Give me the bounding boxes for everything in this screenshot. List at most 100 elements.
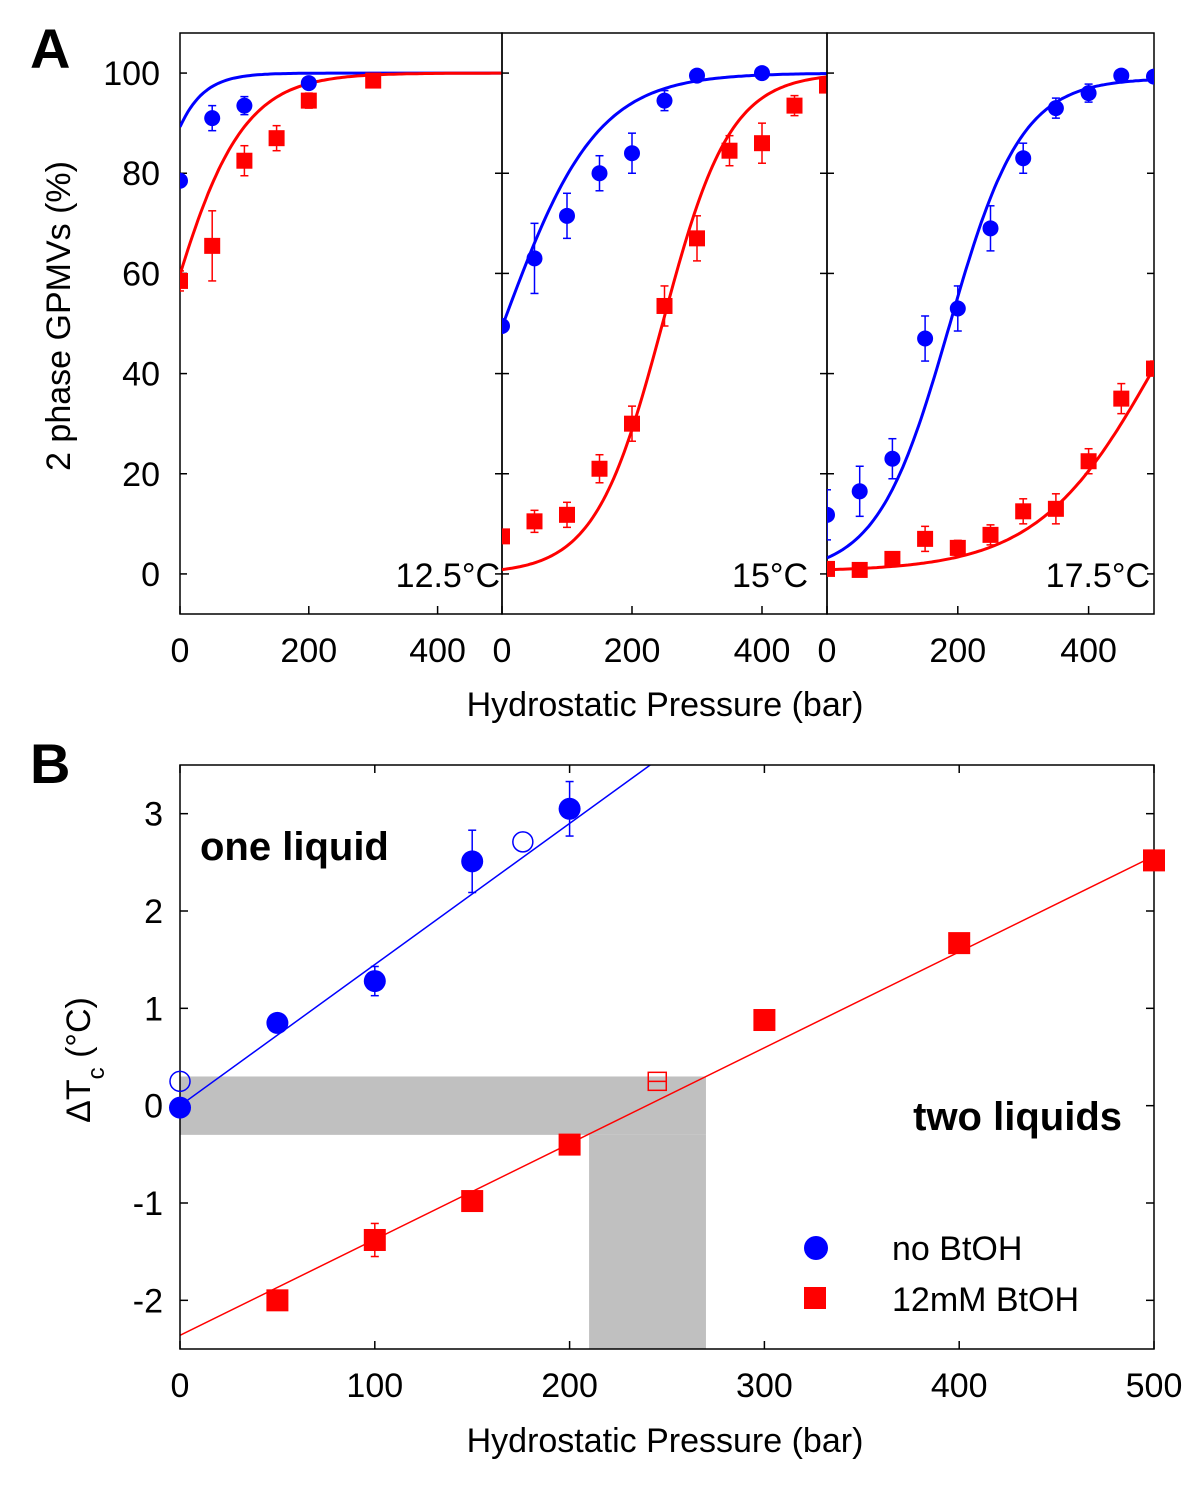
panel-b-x-tick-label: 500 [1126,1367,1183,1405]
panel-a-point-12mm-btoh [1080,453,1097,470]
panel-a-point-no-btoh [236,97,253,114]
panel-a-point-12mm-btoh [236,152,253,169]
panel-a-frame-1 [179,32,503,615]
region-label-two-liquids: two liquids [913,1095,1122,1139]
panel-a-fit-red-1 [180,71,502,275]
panel-a-point-no-btoh [526,250,543,267]
panel-a-point-12mm-btoh [1015,503,1032,520]
panel-a-point-no-btoh [1047,100,1064,117]
panel-a-point-no-btoh [300,75,317,92]
panel-a-point-no-btoh [1015,150,1032,167]
legend: no BtOH 12mM BtOH [804,1230,1079,1319]
panel-a-point-no-btoh [624,145,640,162]
panel-a-point-12mm-btoh [559,506,575,523]
panel-a-point-12mm-btoh [721,142,738,159]
panel-a-x-axis-title: Hydrostatic Pressure (bar) [467,686,864,724]
panel-a-point-12mm-btoh [365,72,382,89]
panel-a-x-tick-label: 0 [818,632,837,670]
panel-a-temp-label-2: 15°C [732,557,808,595]
panel-a-point-12mm-btoh [624,415,640,432]
panel-b-y-tick-label: 2 [144,893,163,931]
panel-b-point-no-btoh [169,1096,191,1119]
panel-a-x-tick-label: 400 [409,632,466,670]
panel-b-point-12mm-btoh [461,1190,484,1213]
panel-b-x-tick-label: 300 [736,1367,793,1405]
panel-b-x-tick-label: 100 [346,1367,403,1405]
panel-a-point-12mm-btoh [689,230,705,247]
panel-b-y-axis-title-main: ΔT [60,1079,98,1122]
panel-b-point-12mm-btoh [363,1228,386,1251]
panel-a-points-blue-3 [827,67,1154,541]
panel-a-point-12mm-btoh [591,460,608,477]
panel-a-x-tick-label: 200 [929,632,986,670]
region-label-one-liquid: one liquid [200,825,389,869]
panel-b-y-axis-title-unit: (°C) [60,997,98,1067]
panel-b-y-tick-label: -1 [133,1185,163,1223]
panel-b-x-tick-label: 200 [541,1367,598,1405]
panel-a-frame-3 [826,32,1155,615]
panel-a-point-12mm-btoh [851,561,868,578]
panel-a-x-tick-label: 400 [734,632,791,670]
panel-a-point-12mm-btoh [754,135,770,152]
panel-b-point-12mm-btoh [948,932,971,955]
panel-b-fit-line-red [180,855,1154,1337]
panel-b-y-tick-label: 3 [144,796,163,834]
panel-a-point-12mm-btoh [268,130,285,147]
panel-b-y-axis-title: ΔTc (°C) [60,997,110,1123]
panel-a-y-tick-label: 100 [103,55,160,93]
panel-a-point-no-btoh [884,450,901,467]
panel-a-point-12mm-btoh [786,97,803,114]
panel-a-point-12mm-btoh [180,272,188,289]
panel-b-open-point-no-btoh [169,1070,191,1093]
legend-marker-no-btoh [804,1236,828,1260]
panel-b-letter: B [30,732,70,795]
panel-a-point-12mm-btoh [819,77,827,94]
panel-a-y-tick-label: 60 [122,255,160,293]
panel-b-x-axis-title: Hydrostatic Pressure (bar) [467,1422,864,1460]
panel-a-point-no-btoh [949,300,966,317]
panel-b-open-point-no-btoh [512,831,534,853]
panel-a-y-tick-label: 80 [122,155,160,193]
panel-a-point-12mm-btoh [982,526,999,543]
panel-a-fit-blue-1 [180,71,502,128]
panel-a-marks: 0 200 400 0 200 400 0 200 400 0 20 40 60 80 100 [103,32,1155,670]
panel-a-point-no-btoh [591,165,608,182]
panel-b-point-12mm-btoh [1143,849,1165,872]
panel-a-point-no-btoh [180,172,188,189]
panel-a-y-axis-title: 2 phase GPMVs (%) [40,161,78,471]
panel-a-x-tick-label: 200 [604,632,661,670]
panel-a-point-no-btoh [204,110,221,127]
panel-b-point-12mm-btoh [266,1289,289,1312]
panel-a-letter: A [30,17,70,80]
panel-a-point-no-btoh [917,330,934,347]
panel-b-y-axis-title-sub: c [83,1067,110,1079]
panel-a-points-red-3 [827,360,1154,578]
panel-a-points-blue-1 [180,75,317,189]
panel-b-fit-line-blue [180,765,652,1107]
panel-a-point-no-btoh [1113,67,1130,84]
legend-marker-12mm-btoh [804,1287,826,1309]
panel-a-x-tick-label: 0 [171,632,190,670]
panel-a-point-12mm-btoh [1146,360,1154,377]
panel-a: 0 200 400 0 200 400 0 200 400 0 20 40 60 80 100 2 phas… [40,32,1155,724]
panel-b-marks: 0 100 200 300 400 500 -2 -1 0 1 2 3 [133,764,1183,1405]
panel-b-x-tick-label: 400 [931,1367,988,1405]
panel-b-point-12mm-btoh [558,1133,581,1156]
panel-a-point-no-btoh [1080,85,1097,102]
panel-a-point-12mm-btoh [1113,390,1130,407]
panel-a-x-tick-label: 0 [493,632,512,670]
panel-b-y-tick-label: -2 [133,1282,163,1320]
panel-a-points-blue-2 [502,65,770,335]
panel-a-points-red-1 [180,72,382,292]
panel-a-point-no-btoh [502,318,510,335]
panel-a-point-no-btoh [827,506,835,523]
panel-a-point-12mm-btoh [949,539,966,556]
panel-a-point-12mm-btoh [204,237,221,254]
panel-b-y-tick-label: 1 [144,990,163,1028]
panel-a-x-tick-label: 400 [1060,632,1117,670]
panel-a-point-no-btoh [656,92,673,109]
panel-a-points-red-2 [502,77,827,545]
panel-a-point-12mm-btoh [656,297,673,314]
panel-a-fit-blue-3 [827,78,1154,560]
panel-a-y-tick-label: 40 [122,356,160,394]
